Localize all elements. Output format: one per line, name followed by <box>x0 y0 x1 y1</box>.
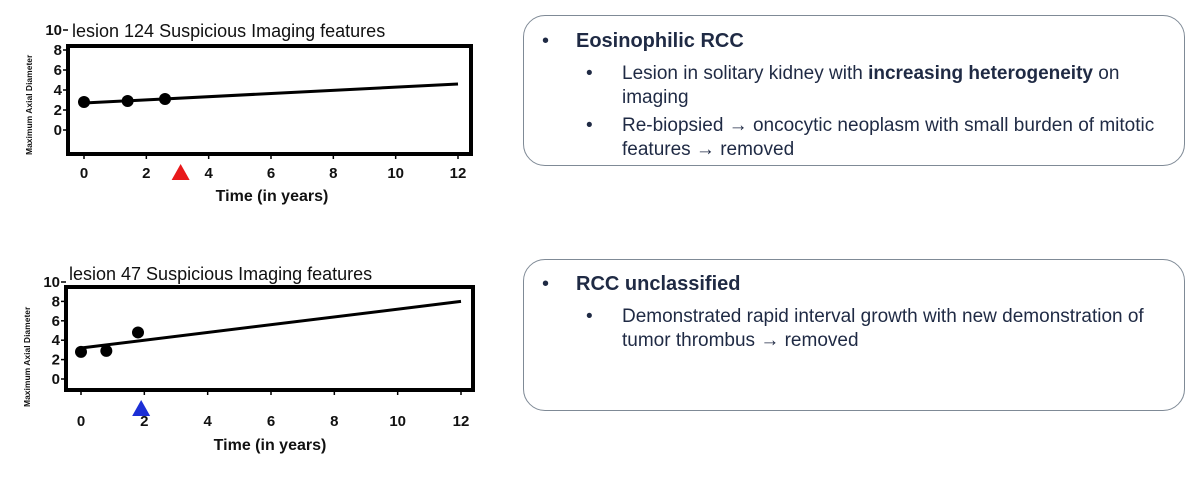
x-tick-label: 2 <box>140 413 148 430</box>
x-tick-label: 12 <box>453 413 470 430</box>
panel-heading: • RCC unclassified <box>542 273 740 296</box>
y-tick-label: 0 <box>54 122 62 139</box>
trend-line <box>80 299 462 350</box>
x-tick-label: 6 <box>267 165 275 182</box>
x-tick-label: 10 <box>387 165 404 182</box>
plot-frame <box>64 285 475 392</box>
chart-lesion-124: lesion 124 Suspicious Imaging features M… <box>0 10 500 210</box>
y-tick-label: 10 <box>43 274 60 291</box>
item-text: Demonstrated rapid interval growth with … <box>622 306 1144 351</box>
list-item: • Lesion in solitary kidney with increas… <box>586 62 1166 110</box>
item-text-end: on imaging <box>622 63 1120 108</box>
y-tick-label: 2 <box>52 352 60 369</box>
event-marker-triangle <box>171 164 190 180</box>
data-point <box>75 345 87 358</box>
bullet-icon: • <box>542 273 550 295</box>
y-tick-label: 4 <box>52 332 61 349</box>
heading-text: RCC unclassified <box>576 273 741 295</box>
y-tick-label: 10 <box>45 22 62 39</box>
x-tick-label: 10 <box>389 413 406 430</box>
y-tick-label: 0 <box>52 371 60 388</box>
x-tick-label: 12 <box>450 165 467 182</box>
bullet-icon: • <box>586 63 593 84</box>
x-tick-label: 0 <box>77 413 85 430</box>
x-tick-label: 8 <box>330 413 338 430</box>
item-text: Re-biopsied → oncocytic neoplasm with sm… <box>622 115 1155 160</box>
y-axis-label: Maximum Axial Diameter <box>22 306 32 407</box>
y-tick-label: 6 <box>52 313 60 330</box>
summary-panel-eosinophilic-rcc: • Eosinophilic RCC • Lesion in solitary k… <box>523 15 1185 166</box>
bullet-icon: • <box>586 306 593 327</box>
chart-title: lesion 47 Suspicious Imaging features <box>69 264 372 284</box>
chart-svg: lesion 47 Suspicious Imaging features Ma… <box>22 264 475 454</box>
y-tick-label: 4 <box>54 82 63 99</box>
list-item: • Re-biopsied → oncocytic neoplasm with … <box>586 114 1166 162</box>
plot-frame <box>66 44 473 156</box>
x-tick-label: 4 <box>204 165 213 182</box>
data-point <box>132 326 144 339</box>
item-bold-text: increasing heterogeneity <box>868 63 1093 84</box>
data-point <box>121 95 134 107</box>
chart-svg: lesion 124 Suspicious Imaging features M… <box>24 21 473 205</box>
chart-lesion-47: lesion 47 Suspicious Imaging features Ma… <box>0 262 500 462</box>
item-text: Lesion in solitary kidney with <box>622 63 869 84</box>
data-point <box>159 93 172 105</box>
x-axis-label: Time (in years) <box>214 437 327 454</box>
x-tick-label: 6 <box>267 413 275 430</box>
y-tick-label: 6 <box>54 62 62 79</box>
data-point <box>100 344 113 357</box>
summary-panel-rcc-unclassified: • RCC unclassified • Demonstrated rapid i… <box>523 259 1185 411</box>
x-tick-label: 4 <box>203 413 212 430</box>
bullet-icon: • <box>542 30 550 52</box>
bullet-icon: • <box>586 115 593 136</box>
list-item: • Demonstrated rapid interval growth wit… <box>586 305 1166 353</box>
x-tick-label: 8 <box>329 165 337 182</box>
x-tick-label: 0 <box>80 165 88 182</box>
y-axis-label: Maximum Axial Diameter <box>24 54 34 155</box>
y-tick-label: 8 <box>54 42 62 59</box>
y-tick-label: 8 <box>52 293 60 310</box>
chart-title: lesion 124 Suspicious Imaging features <box>72 21 385 41</box>
x-tick-label: 2 <box>142 165 150 182</box>
heading-text: Eosinophilic RCC <box>576 30 744 52</box>
y-tick-label: 2 <box>54 102 62 119</box>
data-point <box>78 96 90 108</box>
trend-line <box>83 82 459 105</box>
panel-heading: • Eosinophilic RCC <box>542 30 744 53</box>
x-axis-label: Time (in years) <box>216 188 329 205</box>
event-marker-triangle <box>132 400 151 416</box>
